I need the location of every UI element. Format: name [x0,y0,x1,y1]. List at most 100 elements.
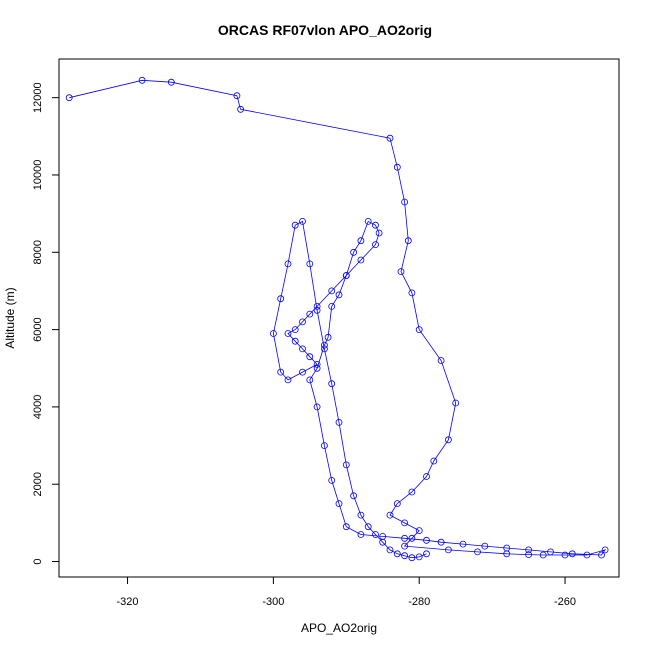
x-tick-label: -280 [408,596,430,608]
data-point [408,534,416,542]
data-point [335,418,343,426]
data-point [291,337,299,345]
data-point [437,357,445,364]
data-point [291,326,299,334]
data-point [342,272,350,279]
data-point [397,268,405,276]
x-axis-label: APO_AO2orig [301,621,377,635]
data-point [357,256,365,264]
data-point [284,260,292,268]
x-axis: -320 -300 -280 -260 [117,577,576,608]
data-point [284,376,292,384]
data-point [65,94,73,102]
data-point [423,473,430,480]
data-point [547,548,554,556]
data-point [561,551,569,559]
data-point [306,353,314,361]
data-point [364,217,372,225]
data-point [503,544,511,552]
data-point [415,527,423,534]
x-tick-label: -300 [262,596,284,608]
series-layer [65,76,609,562]
data-point [430,457,438,465]
data-point [299,318,306,326]
data-point [320,345,328,353]
data-point [386,511,394,519]
y-tick-label: 2000 [32,472,44,496]
data-point [350,492,358,500]
data-point [342,461,350,469]
data-point [401,198,409,206]
data-point [328,476,336,484]
data-point [401,552,409,560]
data-point [299,345,306,353]
data-point [375,229,383,237]
data-point [404,237,412,245]
data-point [328,287,336,295]
data-point [393,500,401,508]
series-line [69,79,607,559]
data-point [568,550,576,558]
data-point [583,551,591,559]
plot-frame [58,58,620,578]
data-point [299,368,306,376]
data-point [313,302,321,310]
data-point [386,546,394,554]
data-point [452,399,460,407]
data-point [539,551,547,559]
data-point [277,368,285,376]
data-point [386,134,394,142]
data-point [401,534,409,542]
x-tick-label: -260 [554,596,576,608]
data-point [335,291,343,299]
data-point [423,536,430,544]
y-tick-label: 10000 [32,160,44,191]
data-point [313,403,321,411]
data-point [357,511,365,519]
data-point [393,163,401,171]
x-tick-label: -320 [117,596,139,608]
data-point [284,330,292,337]
data-point [357,237,365,245]
data-point [138,76,146,84]
data-point [474,548,481,556]
data-point [313,360,321,368]
y-tick-label: 12000 [32,82,44,113]
data-point [481,542,489,550]
data-point [320,442,328,450]
data-point [342,523,350,531]
data-point [525,546,532,554]
data-point [269,330,277,337]
y-tick-label: 8000 [32,240,44,264]
data-point [357,531,365,538]
data-point [306,260,314,268]
y-axis: 0 2000 4000 6000 8000 10000 12000 [32,82,59,565]
data-point [401,519,409,527]
data-point [167,78,175,86]
y-tick-label: 6000 [32,317,44,341]
y-axis-label: Altitude (m) [3,287,17,348]
data-point [291,221,299,229]
data-point [393,550,401,558]
data-point [408,554,416,562]
data-point [328,380,336,388]
data-point [415,553,423,561]
data-point [601,546,609,554]
data-point [401,542,409,550]
data-point [598,551,605,559]
chart-title: ORCAS RF07vlon APO_AO2orig [218,22,432,38]
data-point [372,531,379,538]
data-point [444,546,452,554]
data-point [408,488,416,496]
y-tick-label: 4000 [32,395,44,419]
data-point [277,295,285,303]
data-point [437,538,445,546]
data-point [444,436,452,444]
data-point [299,217,306,225]
data-point [335,500,343,508]
data-point [525,551,532,558]
data-point [372,241,379,249]
data-point [415,326,423,334]
data-point [408,289,416,297]
